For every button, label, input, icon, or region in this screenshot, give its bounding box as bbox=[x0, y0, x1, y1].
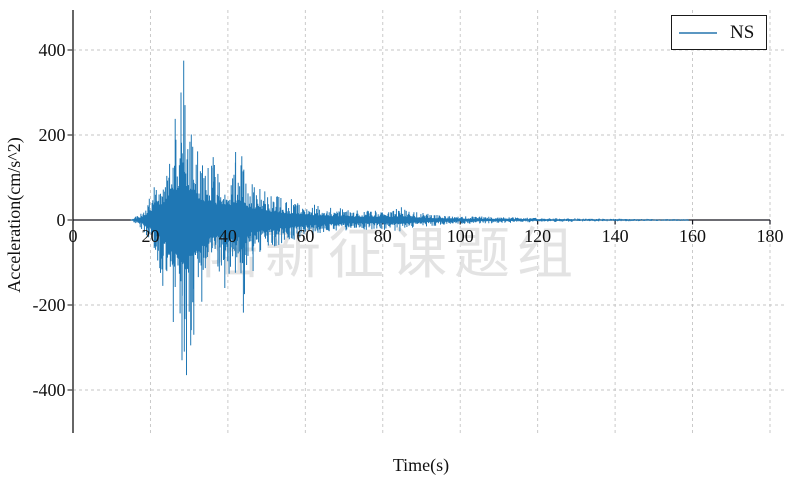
legend-box: NS bbox=[671, 15, 767, 50]
x-tick-label-140: 140 bbox=[601, 226, 629, 246]
x-tick-label-20: 20 bbox=[141, 226, 160, 246]
y-tick-label-0: 0 bbox=[56, 210, 66, 230]
y-axis-title: Acceleration(cm/s^2) bbox=[4, 137, 24, 293]
legend-label-ns: NS bbox=[730, 21, 755, 43]
watermark-text: 陆新征课题组 bbox=[202, 222, 580, 287]
x-tick-label-120: 120 bbox=[524, 226, 552, 246]
x-tick-label-0: 0 bbox=[68, 226, 78, 246]
x-tick-label-40: 40 bbox=[218, 226, 237, 246]
y-tick-label--200: -200 bbox=[32, 295, 66, 315]
x-tick-label-180: 180 bbox=[756, 226, 784, 246]
y-tick-label--400: -400 bbox=[32, 380, 66, 400]
x-axis-title: Time(s) bbox=[392, 455, 450, 475]
x-tick-label-100: 100 bbox=[446, 226, 474, 246]
x-tick-label-80: 80 bbox=[373, 226, 392, 246]
y-tick-label-200: 200 bbox=[38, 125, 66, 145]
x-tick-label-160: 160 bbox=[679, 226, 707, 246]
legend-line-sample-ns bbox=[679, 31, 717, 34]
x-tick-label-60: 60 bbox=[296, 226, 315, 246]
y-tick-label-400: 400 bbox=[38, 40, 66, 60]
